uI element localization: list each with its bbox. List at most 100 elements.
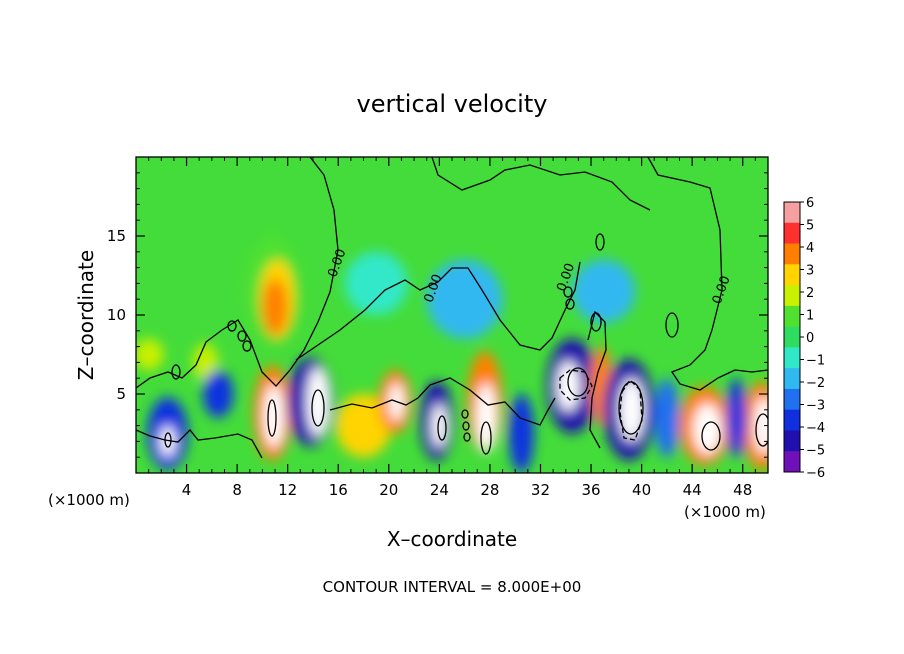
closed-contour xyxy=(565,298,575,310)
zero-contour-line xyxy=(329,377,556,426)
updraft-cell xyxy=(136,338,164,371)
x-tick-label: 20 xyxy=(379,481,398,499)
colorbar-tick-label: −2 xyxy=(806,376,825,391)
closed-contour xyxy=(480,421,492,455)
colorbar-swatch xyxy=(784,264,800,286)
zero-contour-line xyxy=(295,261,581,361)
x-tick-label: 40 xyxy=(632,481,651,499)
colorbar-swatch xyxy=(784,305,800,328)
colorbar: 6 5 4 3 2 1 0 −1 −2 −3 −4 −5 −6 xyxy=(783,196,825,481)
zero-contour-line xyxy=(647,157,768,391)
colorbar-tick-label: 0 xyxy=(806,331,814,346)
colorbar-tick-label: −5 xyxy=(806,444,825,459)
chart-title: vertical velocity xyxy=(357,90,548,118)
updraft-cell xyxy=(476,382,497,453)
colorbar-swatch xyxy=(784,285,800,307)
downdraft-cell xyxy=(654,378,680,458)
closed-contour xyxy=(242,340,252,352)
x-tick-label: 16 xyxy=(329,481,348,499)
y-axis-label: Z–coordinate xyxy=(74,250,98,380)
updraft-cell xyxy=(192,343,219,382)
downdraft-cell xyxy=(726,378,747,458)
downdraft-cell xyxy=(306,367,330,437)
velocity-field xyxy=(136,235,768,473)
colorbar-swatch xyxy=(784,347,800,369)
downdraft-cell xyxy=(426,259,503,339)
contour-interval-note: CONTOUR INTERVAL = 8.000E+00 xyxy=(323,578,582,596)
colorbar-swatch xyxy=(784,451,800,473)
updraft-cell xyxy=(693,403,722,455)
downdraft-cell xyxy=(618,378,645,442)
zero-contour-line xyxy=(431,157,651,211)
x-tick-label: 32 xyxy=(531,481,550,499)
closed-contour xyxy=(665,312,679,338)
colorbar-swatch xyxy=(784,243,800,265)
closed-contour xyxy=(755,413,768,447)
x-axis-ticks: 4 8 12 16 20 24 28 32 36 40 44 48 xyxy=(148,157,756,499)
x-axis-label: X–coordinate xyxy=(387,527,517,551)
closed-contour xyxy=(237,330,247,342)
updraft-cell xyxy=(262,278,288,336)
downdraft-cell xyxy=(431,403,447,448)
colorbar-tick-label: −1 xyxy=(806,354,825,369)
closed-contour xyxy=(463,432,471,442)
closed-contour xyxy=(437,415,447,441)
x-tick-label: 24 xyxy=(430,481,449,499)
x-tick-label: 44 xyxy=(683,481,702,499)
colorbar-tick-label: 5 xyxy=(806,219,814,234)
colorbar-swatch xyxy=(784,326,800,348)
colorbar-tick-label: 1 xyxy=(806,309,814,324)
negative-contour-line xyxy=(559,369,593,401)
x-tick-label: 12 xyxy=(278,481,297,499)
colorbar-tick-label: 6 xyxy=(806,196,814,211)
closed-contour xyxy=(164,432,172,448)
y-tick-label: 5 xyxy=(116,385,126,403)
closed-contour xyxy=(567,367,589,397)
x-unit-left: (×1000 m) xyxy=(48,491,130,509)
downdraft-cell xyxy=(160,425,176,458)
closed-contour xyxy=(701,421,721,451)
closed-contour xyxy=(311,389,325,427)
closed-contour xyxy=(171,364,181,380)
colorbar-tick-label: 2 xyxy=(806,286,814,301)
x-tick-label: 4 xyxy=(182,481,192,499)
colorbar-tick-label: 3 xyxy=(806,264,814,279)
colorbar-tick-label: −6 xyxy=(806,466,825,481)
colorbar-swatch xyxy=(784,222,800,245)
x-tick-label: 36 xyxy=(581,481,600,499)
closed-contour xyxy=(461,409,469,419)
closed-contour xyxy=(595,233,605,251)
plot-area: 0.000.00 0.00 0.00 4 8 12 16 20 24 28 32 36 40 44 48 … xyxy=(107,156,769,499)
colorbar-tick-label: 4 xyxy=(806,241,814,256)
zero-contour-line xyxy=(136,429,263,459)
updraft-cell xyxy=(335,394,392,458)
closed-contour xyxy=(590,312,602,332)
colorbar-swatch xyxy=(784,368,800,390)
colorbar-tick-label: −3 xyxy=(806,399,825,414)
closed-contour xyxy=(462,421,470,431)
y-tick-label: 10 xyxy=(107,306,126,324)
updraft-cell xyxy=(263,384,284,448)
downdraft-cell xyxy=(572,259,636,323)
downdraft-cell xyxy=(202,370,234,418)
x-unit-right: (×1000 m) xyxy=(684,503,766,521)
zero-contours xyxy=(136,157,768,459)
colorbar-swatch xyxy=(784,430,800,452)
closed-contour xyxy=(563,286,573,298)
colorbar-swatch xyxy=(784,202,800,224)
closed-contour xyxy=(618,381,644,435)
closed-contour xyxy=(267,399,277,437)
y-tick-label: 15 xyxy=(107,227,126,245)
downdraft-cell xyxy=(508,394,535,473)
negative-contour-line xyxy=(619,378,643,441)
x-tick-label: 48 xyxy=(733,481,752,499)
colorbar-swatch xyxy=(784,409,800,431)
y-axis-ticks: 5 10 15 xyxy=(107,172,768,458)
closed-contour xyxy=(227,320,237,332)
colorbar-tick-label: −4 xyxy=(806,421,825,436)
x-tick-label: 8 xyxy=(232,481,242,499)
colorbar-swatch xyxy=(784,388,800,411)
zero-contour-line xyxy=(136,157,339,389)
x-tick-label: 28 xyxy=(480,481,499,499)
